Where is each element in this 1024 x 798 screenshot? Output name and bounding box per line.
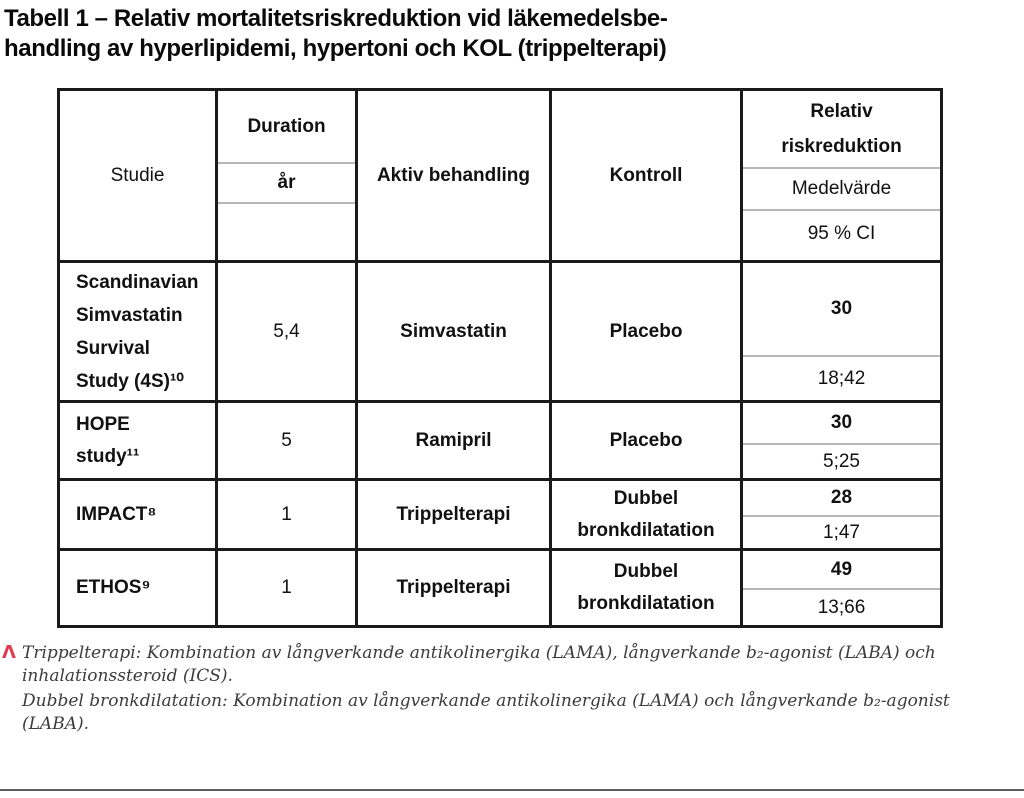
cell-divider <box>743 355 940 357</box>
cell-studie-hope: HOPE study¹¹ <box>60 403 218 481</box>
cell-duration-impact: 1 <box>218 481 358 551</box>
cell-studie-impact: IMPACT⁸ <box>60 481 218 551</box>
header-ci: 95 % CI <box>807 222 876 244</box>
header-duration: Duration år <box>218 91 358 263</box>
header-divider <box>218 162 355 164</box>
header-kontroll: Kontroll <box>552 91 743 263</box>
cell-kontroll-hope: Placebo <box>552 403 743 481</box>
cell-medelvarde-impact: 28 <box>830 487 853 508</box>
cell-aktiv-hope: Ramipril <box>358 403 552 481</box>
page-title: Tabell 1 – Relativ mortalitetsriskredukt… <box>4 5 668 62</box>
footnote-text: Trippelterapi: Kombination av långverkan… <box>22 642 1002 736</box>
cell-rrr-4s: 30 18;42 <box>743 263 940 403</box>
cell-studie-4s: Scandinavian Simvastatin Survival Study … <box>60 263 218 403</box>
cell-medelvarde-4s: 30 <box>830 298 853 319</box>
cell-rrr-impact: 28 1;47 <box>743 481 940 551</box>
page-bottom-rule <box>0 789 1024 791</box>
cell-kontroll-impact: Dubbel bronkdilatation <box>552 481 743 551</box>
cell-divider <box>743 443 940 445</box>
cell-ci-4s: 18;42 <box>817 367 866 389</box>
spacer <box>743 256 940 260</box>
cell-divider <box>743 588 940 590</box>
header-duration-label: Duration <box>247 115 326 137</box>
cell-kontroll-ethos: Dubbel bronkdilatation <box>552 551 743 625</box>
cell-aktiv-ethos: Trippelterapi <box>358 551 552 625</box>
footnote-trippelterapi: Trippelterapi: Kombination av långverkan… <box>22 643 936 686</box>
spacer <box>218 204 355 260</box>
header-divider <box>218 202 355 204</box>
results-table: Studie Duration år Aktiv behandling Kont… <box>57 88 943 628</box>
cell-duration-4s: 5,4 <box>218 263 358 403</box>
cell-studie-ethos: ETHOS⁹ <box>60 551 218 625</box>
header-medelvarde: Medelvärde <box>791 178 892 199</box>
footnote-dubbel-bronkdilatation: Dubbel bronkdilatation: Kombination av l… <box>22 691 950 734</box>
header-relativ-riskreduktion: Relativ riskreduktion Medelvärde 95 % CI <box>743 91 940 263</box>
cell-divider <box>743 515 940 517</box>
cell-ci-impact: 1;47 <box>823 521 860 543</box>
cell-ci-ethos: 13;66 <box>817 596 866 618</box>
cell-duration-hope: 5 <box>218 403 358 481</box>
cell-aktiv-impact: Trippelterapi <box>358 481 552 551</box>
header-aktiv-behandling: Aktiv behandling <box>358 91 552 263</box>
cell-aktiv-4s: Simvastatin <box>358 263 552 403</box>
red-caret-icon: Λ <box>2 642 16 663</box>
cell-kontroll-4s: Placebo <box>552 263 743 403</box>
header-duration-unit: år <box>277 172 296 193</box>
table-footnote: Λ Trippelterapi: Kombination av långverk… <box>2 642 1002 738</box>
cell-medelvarde-hope: 30 <box>830 412 853 433</box>
header-rrr-label: Relativ riskreduktion <box>781 101 902 157</box>
cell-medelvarde-ethos: 49 <box>830 558 853 580</box>
header-divider <box>743 167 940 169</box>
cell-rrr-ethos: 49 13;66 <box>743 551 940 625</box>
cell-rrr-hope: 30 5;25 <box>743 403 940 481</box>
header-divider <box>743 209 940 211</box>
cell-ci-hope: 5;25 <box>823 450 860 472</box>
cell-duration-ethos: 1 <box>218 551 358 625</box>
header-studie: Studie <box>60 91 218 263</box>
